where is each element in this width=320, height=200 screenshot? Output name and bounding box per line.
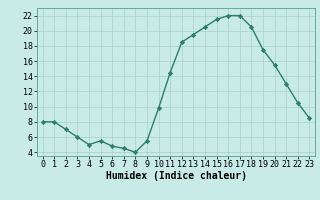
X-axis label: Humidex (Indice chaleur): Humidex (Indice chaleur) xyxy=(106,171,246,181)
